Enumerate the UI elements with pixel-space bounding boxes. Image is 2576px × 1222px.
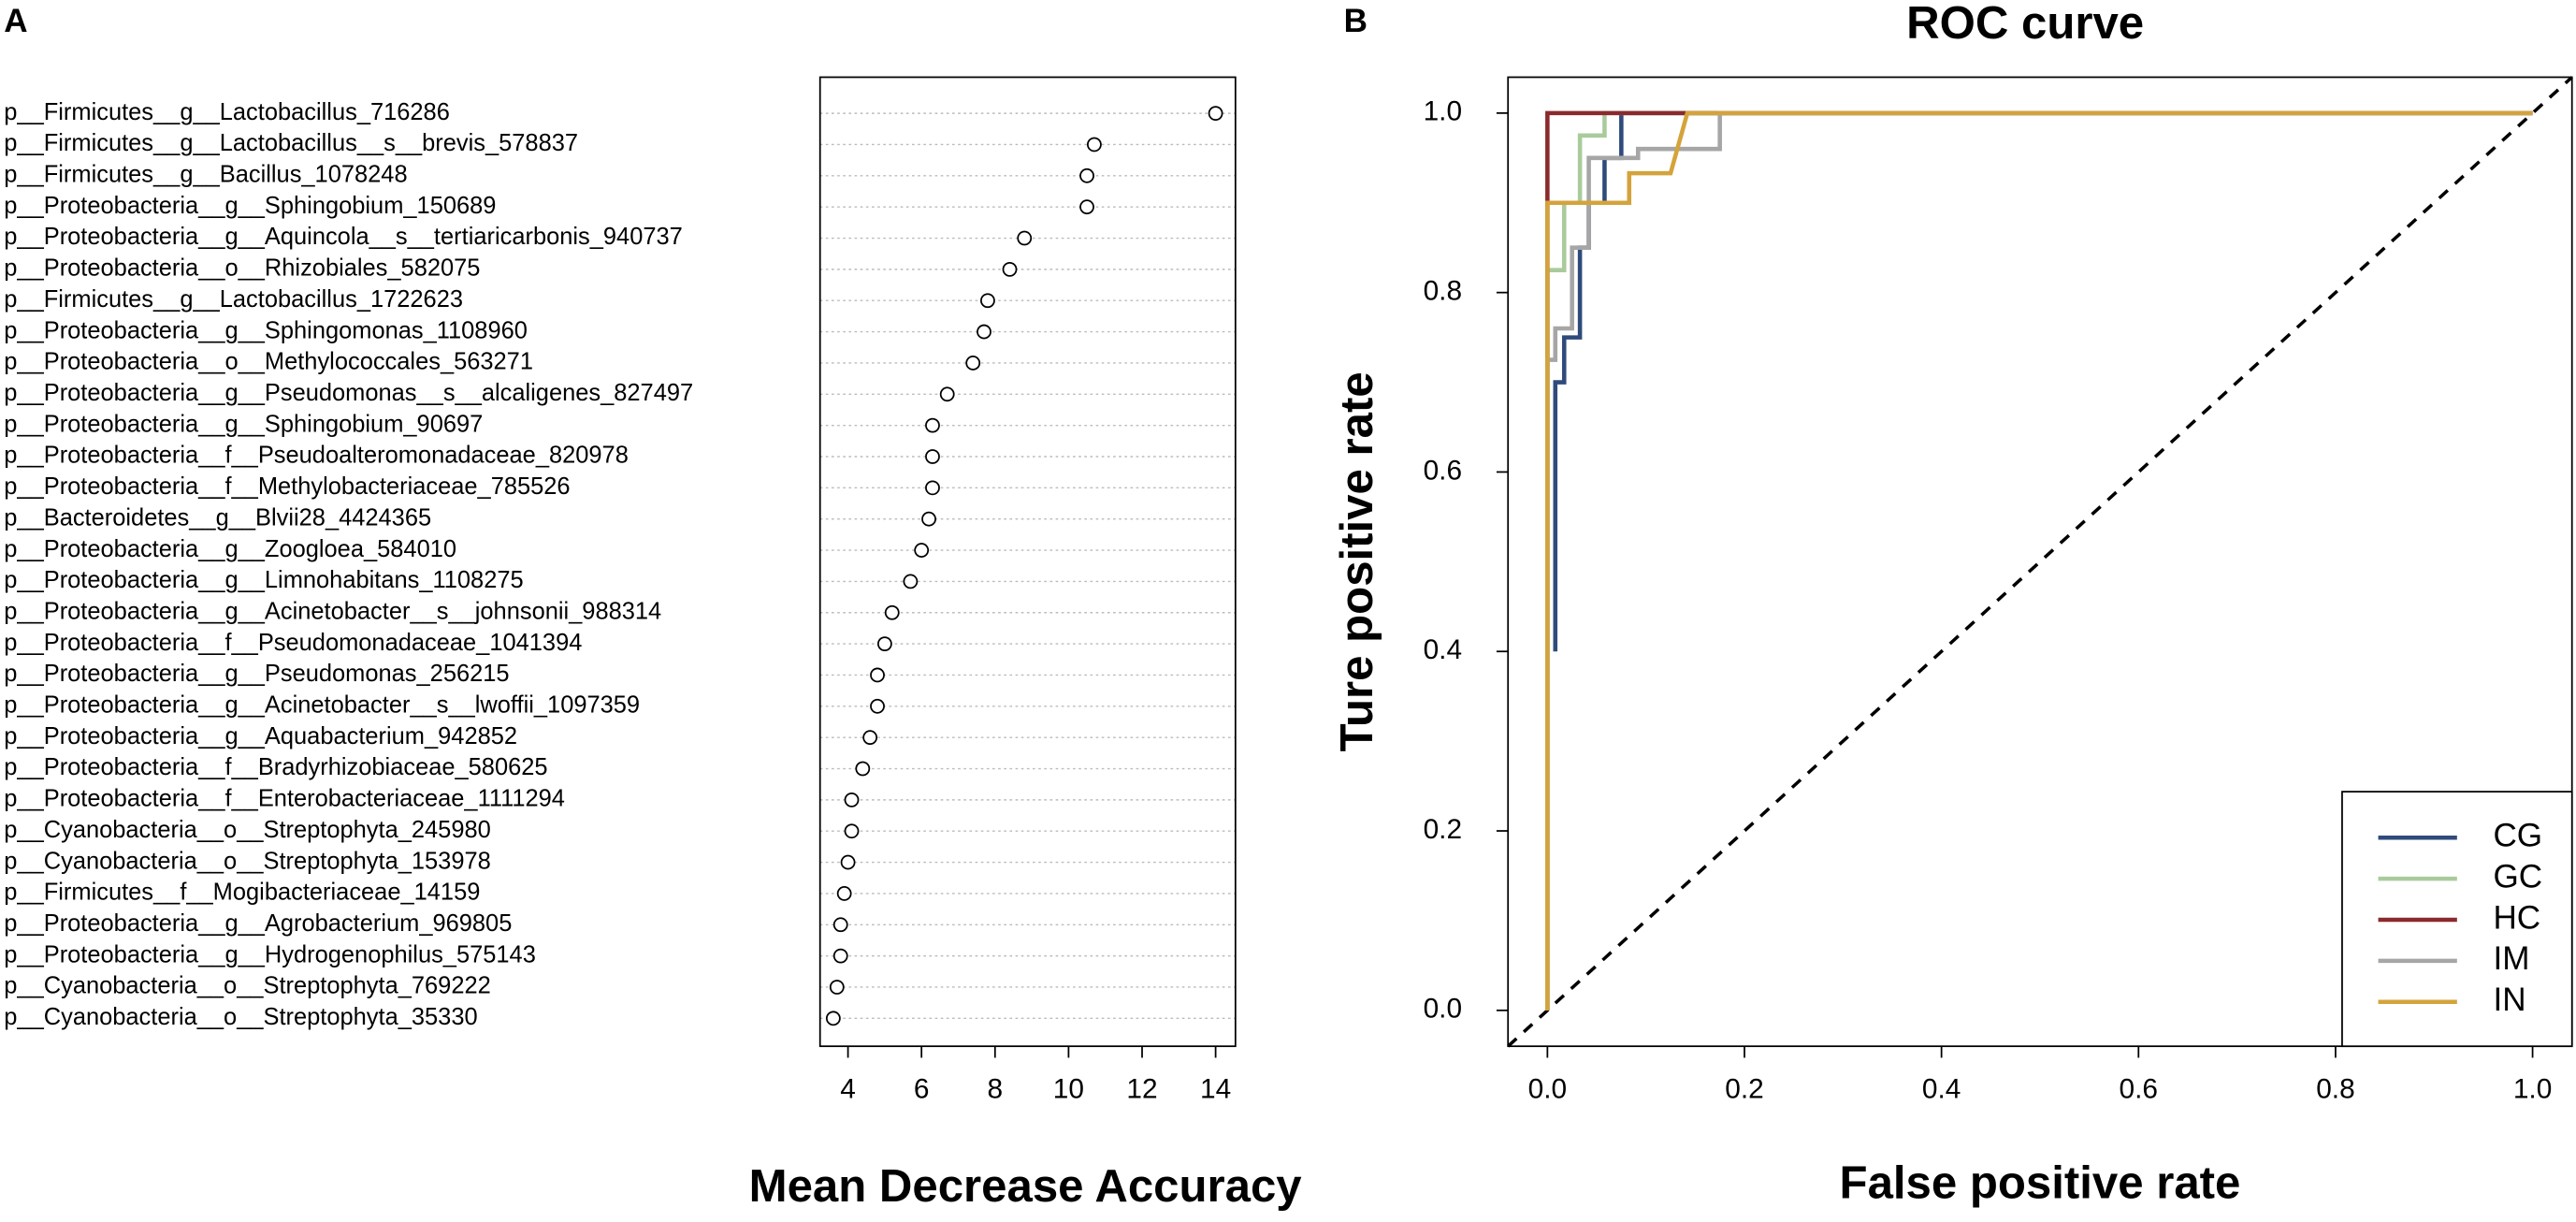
dot [884, 604, 900, 620]
x-tick-label: 8 [987, 1073, 1003, 1104]
x-axis-label: False positive rate [1840, 1157, 2241, 1208]
x-tick-label: 12 [1126, 1073, 1157, 1104]
dot [1208, 106, 1223, 122]
category-label: p__Proteobacteria__g__Agrobacterium_9698… [4, 910, 512, 937]
dot [1079, 199, 1094, 215]
y-tick-label: 0.2 [1424, 814, 1462, 845]
x-tick-label: 10 [1053, 1073, 1084, 1104]
y-tick-label: 1.0 [1424, 96, 1462, 127]
category-label: p__Proteobacteria__f__Pseudoalteromonada… [4, 443, 629, 469]
category-label: p__Proteobacteria__g__Aquincola__s__tert… [4, 224, 683, 250]
dot [876, 636, 892, 652]
dot [903, 574, 919, 589]
legend-label: HC [2493, 899, 2540, 936]
legend-label: IM [2493, 940, 2529, 977]
dot [832, 948, 848, 964]
dot [836, 886, 852, 901]
x-tick-label: 1.0 [2513, 1073, 2552, 1104]
category-label: p__Bacteroidetes__g__Blvii28_4424365 [4, 504, 431, 531]
category-label: p__Proteobacteria__f__Enterobacteriaceae… [4, 786, 565, 812]
roc-curve [1545, 110, 2533, 1011]
x-tick-label: 0.8 [2316, 1073, 2354, 1104]
dot [844, 792, 860, 807]
x-tick-label: 0.6 [2120, 1073, 2158, 1104]
y-axis-label: Ture positive rate [1332, 371, 1382, 751]
category-label: p__Cyanobacteria__o__Streptophyta_153978 [4, 848, 490, 874]
dot [914, 543, 930, 558]
category-label: p__Proteobacteria__o__Rhizobiales_582075 [4, 255, 480, 282]
roc-curve [1553, 110, 2533, 652]
x-tick-label: 0.4 [1922, 1073, 1961, 1104]
category-label: p__Proteobacteria__g__Sphingobium_150689 [4, 193, 496, 219]
category-label: p__Proteobacteria__g__Zoogloea_584010 [4, 536, 456, 562]
dot [925, 449, 940, 464]
dot [870, 667, 885, 683]
dot [840, 854, 856, 870]
plot-frame [818, 76, 1237, 1048]
category-label: p__Cyanobacteria__o__Streptophyta_769222 [4, 973, 490, 999]
dot [825, 1011, 841, 1026]
legend-label: GC [2493, 858, 2542, 895]
legend-label: CG [2493, 818, 2542, 854]
dot [829, 980, 845, 995]
dot [965, 356, 981, 371]
dot [1087, 137, 1102, 153]
category-label: p__Proteobacteria__g__Hydrogenophilus_57… [4, 941, 536, 967]
y-tick-label: 0.4 [1424, 634, 1462, 665]
plot-frame [1507, 76, 2573, 1048]
dot [832, 917, 848, 933]
legend-label: IN [2493, 982, 2525, 1018]
dot [925, 480, 940, 496]
category-label: p__Proteobacteria__f__Methylobacteriacea… [4, 473, 570, 500]
dot [921, 511, 936, 527]
y-tick-label: 0.8 [1424, 276, 1462, 307]
category-label: p__Proteobacteria__f__Pseudomonadaceae_1… [4, 630, 582, 656]
y-tick-label: 0.0 [1424, 994, 1462, 1025]
category-label: p__Firmicutes__g__Lactobacillus_1722623 [4, 286, 463, 313]
category-label: p__Proteobacteria__g__Limnohabitans_1108… [4, 567, 523, 593]
category-label: p__Proteobacteria__g__Aquabacterium_9428… [4, 723, 517, 749]
x-tick-label: 14 [1200, 1073, 1231, 1104]
x-tick-label: 0.0 [1528, 1073, 1567, 1104]
category-label: p__Proteobacteria__g__Sphingobium_90697 [4, 411, 483, 437]
category-label: p__Cyanobacteria__o__Streptophyta_245980 [4, 817, 490, 843]
panel-label: A [4, 3, 27, 39]
x-axis-label: Mean Decrease Accuracy [749, 1161, 1303, 1212]
dot [862, 730, 878, 746]
x-tick-label: 0.2 [1725, 1073, 1763, 1104]
dot [855, 761, 871, 777]
dot [844, 823, 860, 839]
x-tick-label: 6 [914, 1073, 930, 1104]
category-label: p__Proteobacteria__g__Acinetobacter__s__… [4, 692, 640, 719]
reference-diagonal [1507, 76, 2573, 1048]
category-label: p__Proteobacteria__g__Acinetobacter__s__… [4, 598, 661, 624]
category-label: p__Proteobacteria__g__Pseudomonas_256215 [4, 661, 509, 687]
category-label: p__Firmicutes__g__Bacillus_1078248 [4, 162, 407, 188]
dot [939, 386, 955, 402]
category-label: p__Firmicutes__g__Lactobacillus_716286 [4, 99, 450, 125]
dot [1017, 230, 1033, 246]
category-label: p__Proteobacteria__g__Sphingomonas_11089… [4, 317, 528, 343]
chart-title: ROC curve [1906, 0, 2144, 49]
category-label: p__Firmicutes__f__Mogibacteriaceae_14159 [4, 880, 480, 906]
dot [1002, 261, 1018, 277]
dot [977, 324, 991, 340]
category-label: p__Cyanobacteria__o__Streptophyta_35330 [4, 1004, 477, 1030]
dot [1079, 167, 1094, 183]
category-label: p__Proteobacteria__f__Bradyrhizobiaceae_… [4, 754, 547, 780]
x-tick-label: 4 [840, 1073, 856, 1104]
category-label: p__Proteobacteria__g__Pseudomonas__s__al… [4, 380, 693, 406]
panel-label: B [1344, 3, 1368, 39]
roc-curve [1545, 110, 2533, 1011]
y-tick-label: 0.6 [1424, 455, 1462, 486]
category-label: p__Firmicutes__g__Lactobacillus__s__brev… [4, 130, 578, 156]
dot [980, 293, 995, 309]
category-label: p__Proteobacteria__o__Methylococcales_56… [4, 349, 533, 375]
dot [870, 698, 885, 714]
dot [925, 417, 940, 433]
